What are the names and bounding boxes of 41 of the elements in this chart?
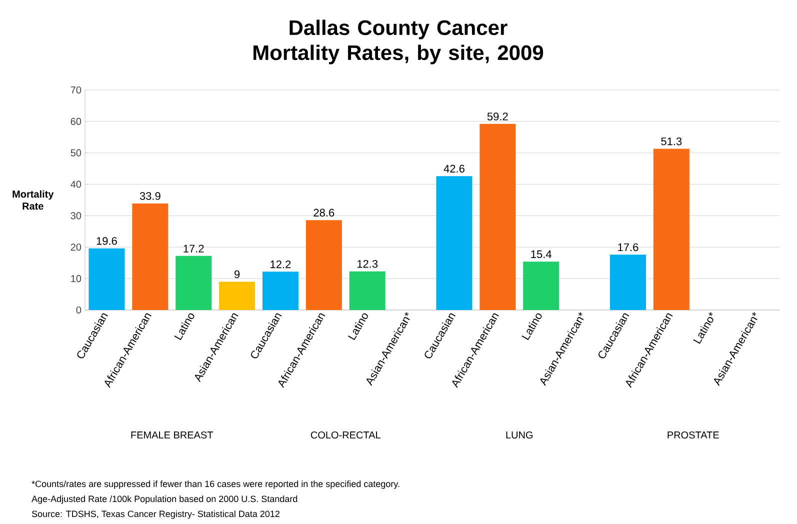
- data-label: 17.6: [618, 243, 638, 252]
- data-label: 12.2: [270, 260, 291, 268]
- y-tick-label: 40: [70, 180, 82, 188]
- data-label: 28.6: [314, 208, 334, 217]
- text: LUNG: [506, 431, 533, 439]
- y-tick-label: 70: [70, 86, 82, 94]
- bar: [132, 203, 168, 310]
- data-label: 9: [234, 270, 240, 278]
- data-label: 42.6: [444, 164, 464, 173]
- data-label: 12.3: [357, 260, 378, 268]
- data-label: 19.6: [96, 237, 117, 245]
- text: *Counts/rates are suppressed if fewer than 16 cases were reported in the specified category.: [32, 480, 400, 489]
- text: FEMALE BREAST: [131, 431, 214, 439]
- bar: [523, 262, 560, 310]
- data-label: 51.3: [661, 137, 682, 146]
- y-tick-label: 30: [70, 212, 82, 220]
- text: COLO-RECTAL: [310, 431, 380, 439]
- bar: [176, 256, 212, 310]
- bar: [219, 282, 256, 310]
- bar: [306, 220, 342, 310]
- y-tick-label: 10: [71, 275, 82, 282]
- data-label: 15.4: [531, 250, 552, 258]
- text: PROSTATE: [668, 431, 719, 439]
- y-axis-title: Mortality Rate: [12, 190, 54, 210]
- chart-title: Dallas County Cancer Mortality Rates, by site, 2009: [254, 20, 544, 64]
- bar: [610, 254, 646, 310]
- text: Age-Adjusted Rate /100k Population based on 2000 U.S. Standard: [32, 495, 298, 504]
- bar: [88, 248, 125, 310]
- bar: [262, 272, 298, 310]
- bar: [480, 124, 516, 310]
- data-label: 33.9: [140, 192, 160, 200]
- y-tick-label: 0: [76, 306, 82, 314]
- bar: [436, 176, 472, 310]
- y-tick-label: 60: [70, 118, 82, 125]
- bar: [653, 148, 690, 310]
- y-tick-label: 50: [70, 149, 82, 156]
- data-label: 59.2: [487, 112, 508, 120]
- data-label: 17.2: [184, 244, 204, 252]
- source-note: Source: TDSHS, Texas Cancer Registry- Statistical Data 2012: [32, 510, 280, 519]
- y-tick-label: 20: [70, 244, 82, 251]
- bar: [349, 271, 386, 310]
